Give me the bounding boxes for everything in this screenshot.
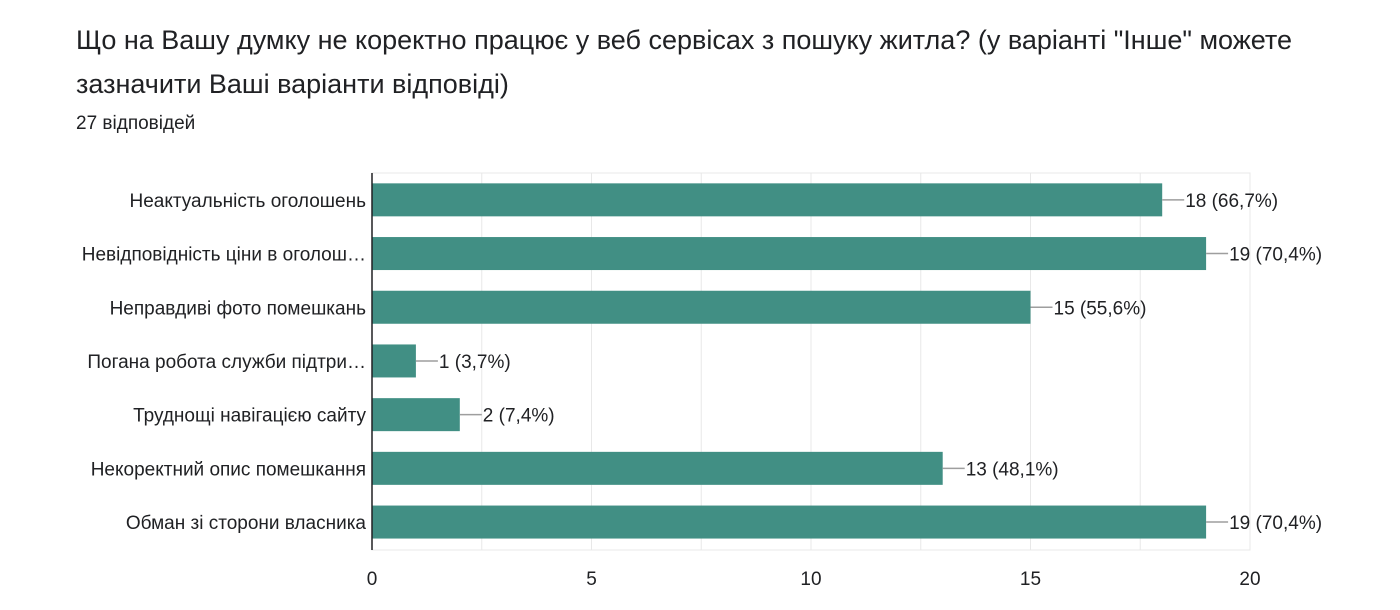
value-label: 19 (70,4%) — [1229, 513, 1322, 534]
category-label: Обман зі сторони власника — [126, 513, 367, 534]
x-tick-label: 15 — [1020, 569, 1041, 590]
value-label: 15 (55,6%) — [1054, 298, 1147, 319]
value-label: 18 (66,7%) — [1185, 191, 1278, 212]
category-label: Неправдиві фото помешкань — [110, 298, 367, 319]
value-label: 1 (3,7%) — [439, 352, 511, 373]
bar — [372, 183, 1163, 217]
category-label: Невідповідність ціни в оголош… — [82, 245, 366, 266]
question-title: Що на Вашу думку не коректно працює у ве… — [76, 25, 1292, 99]
bar — [372, 344, 416, 378]
value-label: 2 (7,4%) — [483, 406, 555, 427]
category-label: Труднощі навігацією сайту — [133, 406, 366, 427]
response-count: 27 відповідей — [76, 113, 196, 134]
value-label: 19 (70,4%) — [1229, 245, 1322, 266]
category-label: Неактуальність оголошень — [129, 191, 366, 212]
category-label: Погана робота служби підтри… — [87, 352, 366, 373]
x-tick-label: 5 — [586, 569, 597, 590]
bar — [372, 398, 460, 432]
bar — [372, 237, 1207, 271]
category-label: Некоректний опис помешкання — [91, 459, 366, 480]
x-tick-label: 0 — [367, 569, 378, 590]
value-label: 13 (48,1%) — [966, 459, 1059, 480]
x-tick-label: 20 — [1239, 569, 1260, 590]
x-tick-label: 10 — [800, 569, 821, 590]
bar — [372, 505, 1207, 539]
bar — [372, 451, 943, 485]
bar — [372, 290, 1031, 324]
